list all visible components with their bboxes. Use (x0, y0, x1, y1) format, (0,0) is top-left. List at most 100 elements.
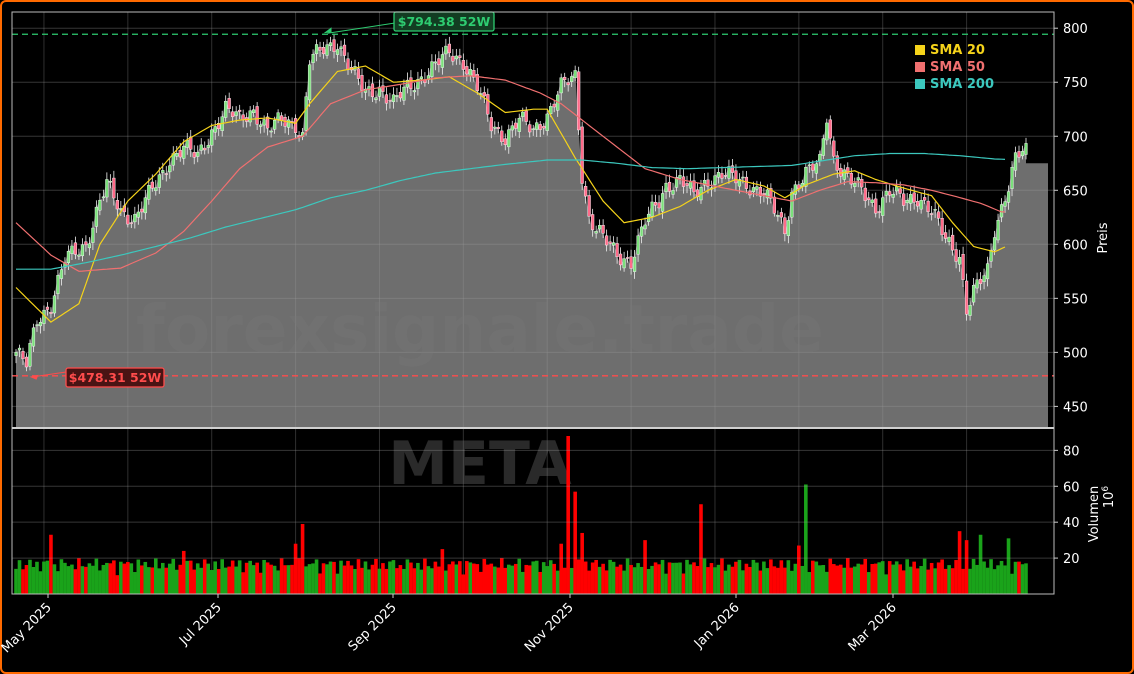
candle-up (919, 200, 923, 210)
volume-bar-up (56, 571, 60, 594)
candle-down (954, 249, 958, 262)
volume-bar-down (929, 562, 934, 594)
candle-down (21, 351, 25, 360)
volume-bar-down (374, 558, 378, 594)
volume-bar-up (569, 567, 574, 594)
volume-bar-up (818, 565, 822, 594)
volume-bar-down (475, 564, 480, 594)
volume-unit-base: 10 (1102, 492, 1117, 509)
candle-up (856, 177, 860, 181)
volume-bar-up (174, 569, 179, 594)
volume-bar-down (108, 563, 113, 594)
date-tick-label: Jan 2026 (691, 600, 743, 652)
volume-bar-down (629, 564, 633, 594)
candle-down (203, 147, 207, 151)
candle-down (811, 163, 815, 171)
candle-up (909, 194, 913, 204)
candle-up (891, 194, 895, 198)
candle-down (164, 173, 168, 175)
volume-bar-down (279, 558, 284, 594)
date-tick-label: Nov 2025 (522, 600, 577, 655)
volume-bar-down (192, 569, 197, 594)
candle-up (147, 184, 151, 200)
candle-up (182, 146, 186, 159)
volume-bar-up (213, 561, 218, 594)
candle-down (447, 43, 451, 54)
candle-down (835, 155, 839, 171)
candles (14, 33, 1028, 372)
volume-bar-down (300, 523, 305, 594)
candle-down (563, 76, 567, 80)
volume-bar-up (978, 534, 983, 594)
volume-bar-up (534, 560, 539, 594)
volume-bar-up (35, 561, 39, 594)
volume-bar-up (195, 563, 200, 594)
candle-down (926, 200, 930, 212)
volume-tick-label: 20 (1063, 552, 1080, 567)
volume-bar-down (618, 564, 623, 594)
candle-down (978, 278, 983, 284)
candle-down (758, 186, 762, 197)
high-52w-label: $794.38 52W (398, 14, 491, 29)
candle-down (874, 198, 878, 214)
volume-bar-up (884, 574, 889, 594)
volume-bar-down (202, 559, 207, 594)
candle-up (213, 126, 217, 133)
volume-bar-down (957, 531, 962, 594)
volume-bar-up (555, 570, 560, 594)
candle-down (863, 187, 867, 201)
volume-bar-up (59, 559, 64, 594)
candle-down (723, 175, 728, 177)
volume-unit-exponent: 6 (1101, 486, 1111, 492)
price-tick-label: 500 (1063, 346, 1088, 361)
candle-up (821, 138, 825, 156)
volume-bar-up (147, 567, 151, 594)
low-52w-badge (65, 367, 165, 388)
candle-up (825, 122, 829, 141)
candle-up (77, 254, 81, 257)
volume-bar-up (1020, 564, 1025, 594)
volume-bar-down (230, 560, 235, 594)
candle-up (286, 119, 291, 128)
candle-down (255, 106, 259, 125)
candle-down (828, 119, 832, 139)
volume-bar-down (695, 566, 700, 594)
candle-down (591, 214, 595, 231)
candle-down (318, 46, 322, 51)
volume-bar-up (975, 564, 979, 594)
volume-bar-down (527, 565, 532, 594)
volume-bar-up (94, 558, 99, 594)
volume-bar-down (776, 567, 780, 594)
volume-bar-up (716, 564, 721, 594)
high-52w-arrow (327, 22, 396, 34)
candle-up (814, 163, 818, 174)
candle-up (992, 237, 997, 251)
volume-bar-down (576, 559, 581, 594)
candle-up (982, 275, 986, 282)
volume-bar-down (870, 564, 875, 594)
volume-bar-up (339, 560, 343, 594)
volume-bar-down (863, 558, 868, 594)
volume-bar-down (84, 566, 88, 594)
volume-bar-up (1024, 563, 1028, 594)
candle-up (493, 126, 497, 129)
volume-bar-up (1003, 565, 1007, 594)
volume-bar-down (772, 566, 777, 594)
candle-down (923, 197, 927, 201)
legend-label: SMA 20 (930, 43, 985, 58)
candle-up (31, 327, 36, 347)
price-grid (12, 12, 1054, 594)
volume-bar-down (562, 567, 567, 594)
candle-up (573, 70, 577, 79)
volume-bar-down (667, 562, 672, 594)
candle-down (625, 257, 630, 259)
candle-down (619, 253, 623, 266)
candle-up (517, 117, 521, 132)
candle-up (56, 275, 60, 294)
candle-down (937, 211, 941, 219)
volume-bar-up (311, 563, 315, 594)
volume-axis-label: Volumen (1087, 486, 1102, 543)
volume-bar-down (653, 562, 658, 594)
candle-up (996, 220, 1000, 241)
volume-bar-down (706, 567, 710, 594)
